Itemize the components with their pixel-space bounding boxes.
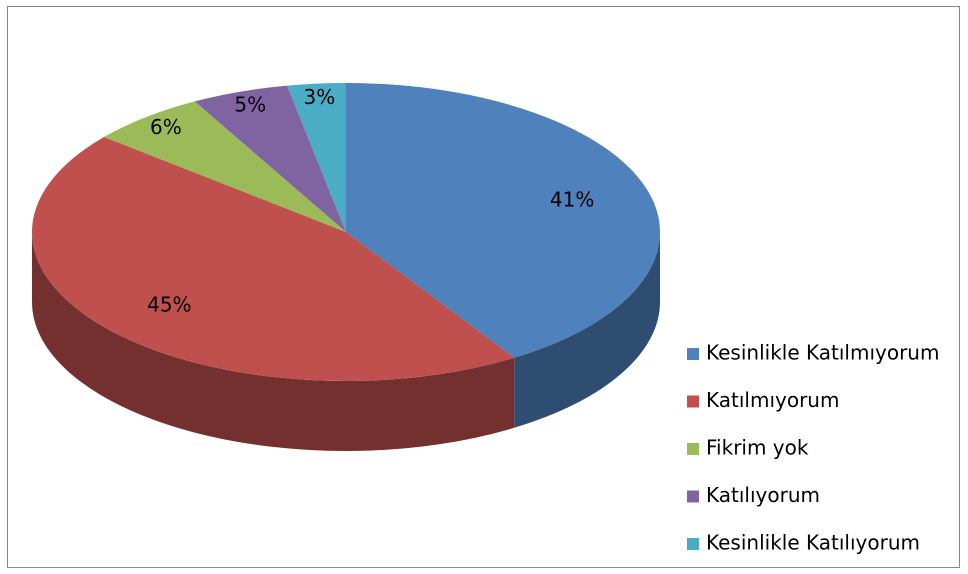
slice bbox=[194, 85, 346, 233]
legend-label: Katılıyorum bbox=[706, 483, 820, 507]
slice-side bbox=[32, 232, 515, 451]
slice bbox=[31, 137, 515, 382]
slice-side bbox=[514, 232, 660, 428]
slice bbox=[104, 101, 347, 233]
data-label: 3% bbox=[304, 85, 336, 109]
data-label: 6% bbox=[150, 115, 182, 139]
data-label: 41% bbox=[550, 187, 594, 211]
legend-swatch bbox=[687, 490, 699, 503]
data-label: 45% bbox=[147, 292, 191, 316]
legend-swatch bbox=[687, 395, 699, 408]
slice bbox=[346, 83, 661, 358]
legend-label: Fikrim yok bbox=[706, 436, 809, 460]
legend-label: Kesinlikle Katılıyorum bbox=[706, 531, 920, 555]
data-label: 5% bbox=[234, 92, 266, 116]
legend-label: Katılmıyorum bbox=[706, 388, 839, 412]
legend-swatch bbox=[687, 348, 699, 360]
legend-label: Kesinlikle Katılmıyorum bbox=[706, 341, 939, 365]
legend-swatch bbox=[687, 538, 699, 550]
slice bbox=[287, 83, 346, 232]
legend-swatch bbox=[687, 443, 699, 455]
